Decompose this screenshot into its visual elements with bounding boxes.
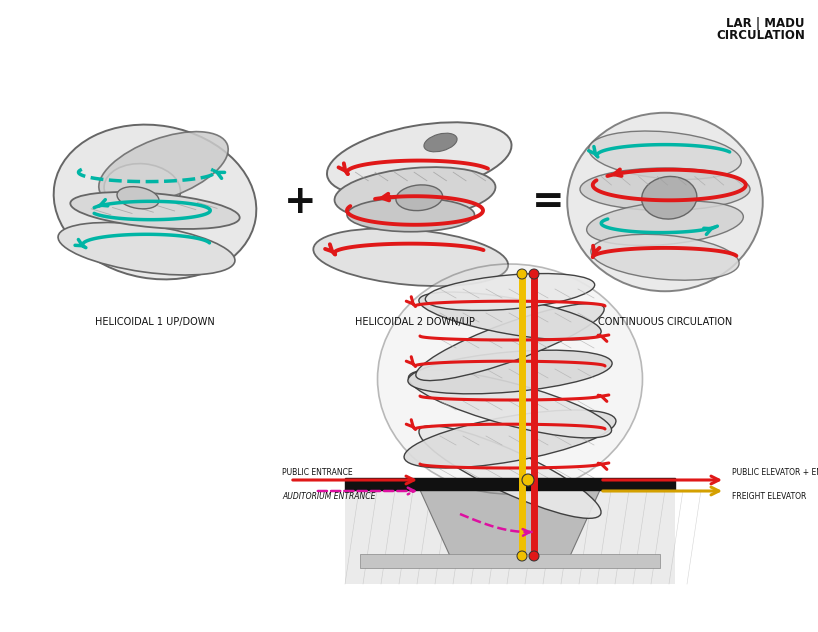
Ellipse shape bbox=[104, 164, 181, 215]
Bar bbox=[345, 478, 675, 490]
Ellipse shape bbox=[419, 425, 601, 518]
Ellipse shape bbox=[313, 228, 508, 286]
Circle shape bbox=[517, 269, 527, 279]
Ellipse shape bbox=[591, 234, 739, 280]
Ellipse shape bbox=[70, 192, 240, 229]
Ellipse shape bbox=[117, 186, 159, 209]
Ellipse shape bbox=[58, 222, 235, 275]
Ellipse shape bbox=[425, 274, 595, 310]
Ellipse shape bbox=[335, 167, 496, 220]
Ellipse shape bbox=[580, 168, 750, 210]
Circle shape bbox=[529, 551, 539, 561]
Ellipse shape bbox=[396, 185, 443, 210]
Ellipse shape bbox=[99, 131, 228, 204]
Ellipse shape bbox=[327, 122, 511, 197]
Ellipse shape bbox=[641, 176, 697, 219]
Ellipse shape bbox=[589, 131, 741, 179]
Ellipse shape bbox=[408, 370, 612, 438]
Ellipse shape bbox=[54, 125, 256, 279]
Text: PUBLIC ELEVATOR + ENTRANCE: PUBLIC ELEVATOR + ENTRANCE bbox=[732, 468, 818, 477]
Text: HELICOIDAL 1 UP/DOWN: HELICOIDAL 1 UP/DOWN bbox=[95, 317, 215, 327]
Text: CONTINUOUS CIRCULATION: CONTINUOUS CIRCULATION bbox=[598, 317, 732, 327]
Ellipse shape bbox=[587, 201, 744, 245]
Text: HELICOIDAL 2 DOWN/UP: HELICOIDAL 2 DOWN/UP bbox=[355, 317, 475, 327]
Text: AUDITORIUM ENTRANCE: AUDITORIUM ENTRANCE bbox=[282, 492, 375, 501]
Ellipse shape bbox=[416, 303, 605, 380]
Circle shape bbox=[522, 474, 534, 486]
Ellipse shape bbox=[377, 264, 642, 494]
Text: LAR | MADU: LAR | MADU bbox=[726, 17, 805, 30]
Text: PUBLIC ENTRANCE: PUBLIC ENTRANCE bbox=[282, 468, 353, 477]
Ellipse shape bbox=[347, 198, 474, 232]
Circle shape bbox=[529, 269, 539, 279]
Circle shape bbox=[517, 551, 527, 561]
Polygon shape bbox=[420, 490, 600, 556]
Text: FREIGHT ELEVATOR: FREIGHT ELEVATOR bbox=[732, 492, 807, 501]
Ellipse shape bbox=[408, 350, 612, 394]
Ellipse shape bbox=[567, 112, 762, 291]
Ellipse shape bbox=[424, 133, 457, 152]
Bar bbox=[345, 478, 675, 584]
Ellipse shape bbox=[404, 410, 616, 468]
Ellipse shape bbox=[419, 292, 601, 340]
Text: =: = bbox=[532, 183, 564, 221]
Text: CIRCULATION: CIRCULATION bbox=[716, 29, 805, 42]
Bar bbox=[360, 554, 660, 568]
Text: +: + bbox=[284, 183, 317, 221]
